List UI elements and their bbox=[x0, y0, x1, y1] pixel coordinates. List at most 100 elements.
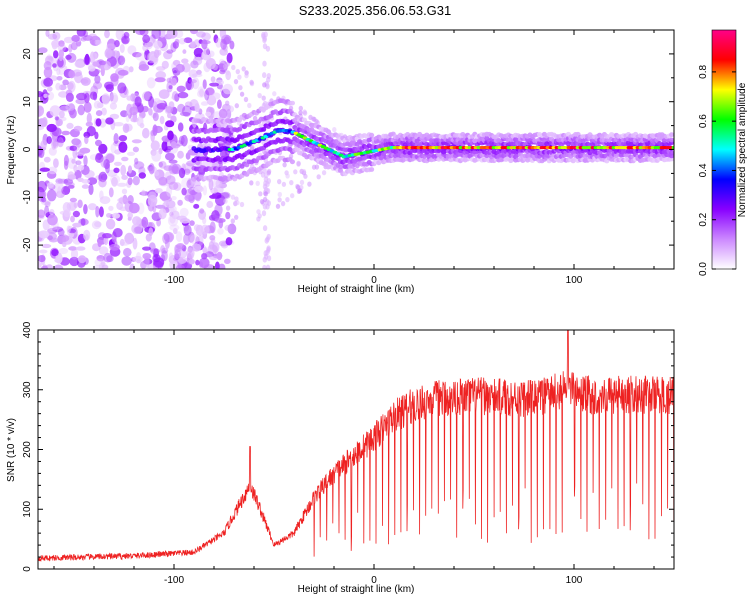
noise-blob bbox=[148, 163, 155, 175]
signal-blob bbox=[669, 137, 674, 143]
noise-blob bbox=[166, 30, 178, 39]
noise-blob bbox=[262, 264, 267, 269]
noise-blob bbox=[285, 197, 290, 203]
noise-blob bbox=[133, 226, 142, 234]
colorbar-tick-label: 0.8 bbox=[698, 64, 709, 78]
noise-blob bbox=[136, 116, 144, 127]
noise-blob bbox=[49, 209, 55, 216]
noise-blob bbox=[105, 43, 116, 50]
noise-blob bbox=[205, 87, 215, 96]
noise-blob bbox=[121, 35, 130, 45]
noise-blob bbox=[298, 110, 303, 116]
noise-blob bbox=[129, 106, 139, 116]
noise-blob bbox=[142, 127, 150, 139]
noise-blob bbox=[277, 191, 282, 198]
noise-blob bbox=[38, 124, 45, 131]
noise-blob bbox=[66, 122, 74, 129]
noise-blob bbox=[250, 145, 255, 151]
noise-blob bbox=[266, 178, 271, 184]
noise-blob bbox=[120, 164, 127, 177]
signal-core bbox=[671, 146, 674, 150]
noise-blob bbox=[52, 31, 61, 41]
noise-blob bbox=[255, 180, 260, 186]
noise-blob bbox=[142, 253, 152, 260]
noise-blob bbox=[290, 193, 295, 199]
noise-blob bbox=[190, 30, 198, 35]
noise-blob bbox=[126, 95, 132, 101]
noise-blob bbox=[47, 227, 58, 234]
noise-blob bbox=[123, 247, 132, 257]
noise-blob bbox=[142, 246, 152, 251]
noise-blob bbox=[52, 63, 57, 68]
noise-blob bbox=[127, 165, 133, 174]
noise-blob bbox=[70, 215, 75, 223]
noise-blob bbox=[201, 253, 208, 260]
signal-blob bbox=[289, 100, 295, 106]
noise-blob bbox=[95, 110, 103, 117]
noise-blob bbox=[53, 264, 64, 269]
noise-blob bbox=[88, 183, 94, 196]
snr-xtick-label: 0 bbox=[371, 575, 377, 586]
noise-blob bbox=[94, 75, 101, 84]
noise-blob bbox=[46, 189, 57, 202]
noise-blob bbox=[182, 49, 187, 54]
noise-blob bbox=[73, 202, 78, 209]
noise-blob bbox=[205, 58, 216, 70]
noise-blob bbox=[99, 190, 104, 200]
noise-blob bbox=[160, 245, 166, 254]
noise-blob bbox=[68, 43, 73, 53]
noise-blob bbox=[170, 141, 177, 149]
noise-blob bbox=[234, 214, 239, 220]
noise-blob bbox=[105, 117, 114, 125]
noise-blob bbox=[299, 179, 305, 185]
noise-blob bbox=[177, 91, 189, 99]
noise-blob bbox=[98, 60, 107, 66]
noise-blob bbox=[119, 44, 125, 53]
noise-blob bbox=[51, 39, 61, 48]
noise-blob bbox=[175, 264, 185, 269]
noise-blob bbox=[65, 92, 74, 103]
noise-blob bbox=[221, 191, 231, 199]
noise-blob bbox=[194, 103, 200, 113]
noise-blob bbox=[298, 105, 303, 111]
noise-blob bbox=[47, 91, 55, 101]
noise-blob bbox=[224, 258, 231, 264]
noise-blob bbox=[218, 263, 226, 269]
noise-blob bbox=[153, 257, 165, 268]
noise-blob bbox=[84, 135, 89, 145]
noise-blob bbox=[209, 255, 218, 261]
noise-blob bbox=[202, 216, 207, 225]
noise-blob bbox=[184, 188, 195, 200]
noise-blob bbox=[234, 103, 239, 109]
noise-blob bbox=[65, 181, 75, 188]
noise-blob bbox=[95, 118, 102, 127]
noise-blob bbox=[62, 47, 69, 53]
noise-blob bbox=[147, 60, 154, 66]
noise-blob bbox=[112, 94, 118, 103]
figure-title: S233.2025.356.06.53.G31 bbox=[299, 3, 452, 18]
noise-blob bbox=[153, 49, 160, 59]
noise-blob bbox=[281, 181, 287, 187]
noise-blob bbox=[135, 52, 147, 61]
noise-blob bbox=[118, 135, 128, 142]
noise-blob bbox=[191, 243, 202, 252]
noise-blob bbox=[134, 96, 142, 107]
noise-blob bbox=[127, 151, 135, 156]
spectrogram-ytick-label: 10 bbox=[22, 96, 33, 108]
noise-blob bbox=[38, 47, 48, 54]
spectrogram-xtick-label: 0 bbox=[371, 275, 377, 286]
noise-blob bbox=[83, 204, 88, 215]
noise-blob bbox=[58, 247, 69, 255]
noise-blob bbox=[148, 227, 154, 237]
noise-blob bbox=[125, 111, 130, 123]
noise-blob bbox=[109, 113, 120, 120]
noise-blob bbox=[222, 132, 230, 138]
noise-blob bbox=[89, 91, 97, 100]
noise-blob bbox=[241, 66, 246, 72]
snr-background bbox=[38, 330, 674, 569]
noise-blob bbox=[198, 234, 204, 246]
snr-layer bbox=[38, 330, 674, 562]
noise-blob bbox=[132, 52, 142, 58]
noise-blob bbox=[308, 114, 313, 120]
noise-blob bbox=[177, 122, 184, 132]
